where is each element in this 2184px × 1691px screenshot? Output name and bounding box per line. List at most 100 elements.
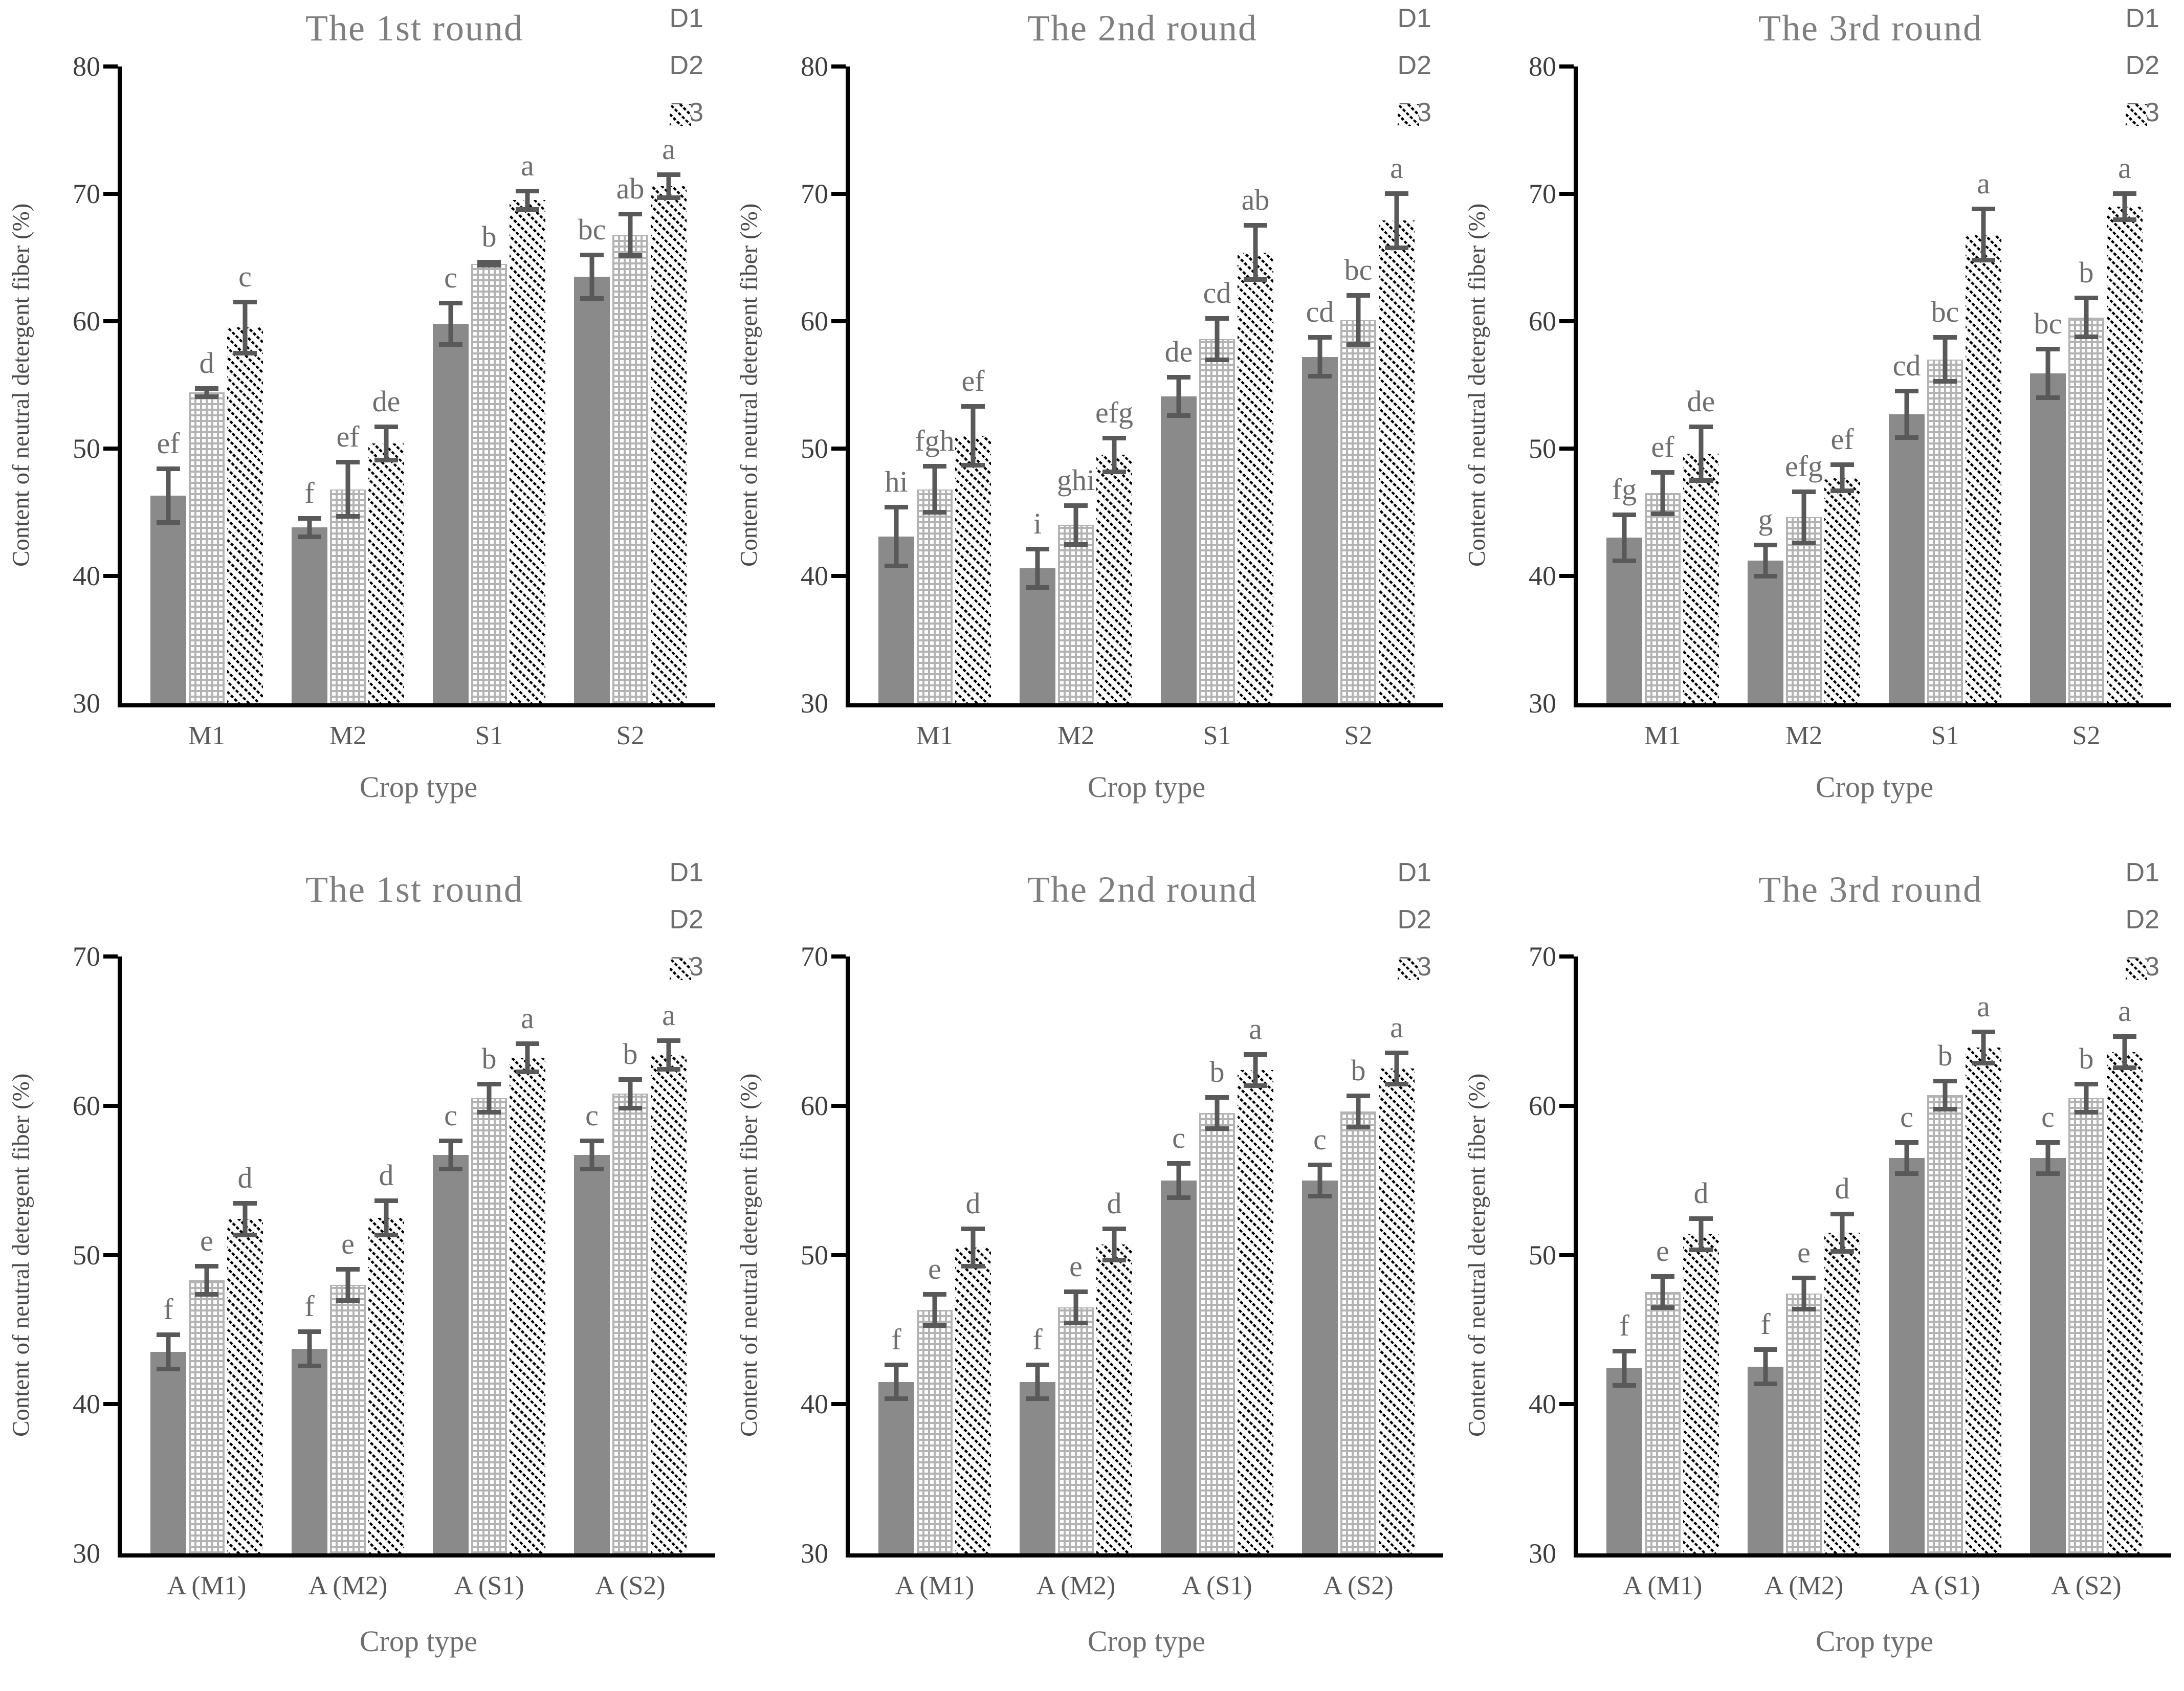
y-tick-mark: [103, 954, 118, 959]
error-bar-cap-top: [2036, 1140, 2060, 1145]
error-bar-line: [345, 1266, 350, 1303]
y-tick-label: 30: [73, 688, 100, 719]
x-tick-label: S1: [475, 721, 503, 750]
bar-slot: d: [1683, 956, 1719, 1553]
error-bar-cap-bottom: [1754, 1382, 1777, 1387]
error-bar-cap-bottom: [2036, 395, 2060, 400]
bar-d3-M2: [368, 443, 404, 703]
legend-item-d1: D1: [2125, 859, 2159, 980]
error-bar-cap-bottom: [2113, 217, 2136, 222]
error-bar-cap-top: [516, 1041, 539, 1047]
y-axis-title: Content of neutral detergent fiber (%): [1464, 1073, 1490, 1437]
error-bar-cap-bottom: [1895, 1171, 1918, 1176]
error-bar-line: [1176, 1161, 1181, 1200]
error-bar-line: [2084, 296, 2089, 339]
y-tick-mark: [1559, 954, 1574, 959]
significance-letter: g: [1758, 503, 1773, 537]
error-bar-cap-bottom: [1933, 1107, 1957, 1112]
error-bar-line: [932, 1292, 937, 1328]
error-bar-cap-top: [157, 1332, 180, 1338]
bar-d3-AM2: [1824, 1232, 1860, 1553]
significance-letter: d: [379, 1158, 394, 1192]
legend-label: D1: [669, 858, 703, 887]
significance-letter: e: [928, 1252, 941, 1286]
error-bar-cap-top: [1613, 512, 1636, 517]
significance-letter: b: [1351, 1054, 1366, 1087]
bar-slot: bc: [574, 66, 610, 703]
error-bar-line: [970, 404, 976, 468]
error-bar-cap-bottom: [195, 394, 218, 399]
bar-slot: i: [1020, 66, 1055, 703]
bar-slot: cd: [1199, 66, 1235, 703]
error-bar-cap-top: [1754, 1347, 1777, 1352]
significance-letter: i: [1033, 506, 1042, 540]
error-bar-cap-top: [1205, 316, 1229, 321]
significance-letter: bc: [1344, 253, 1373, 287]
significance-letter: b: [1937, 1039, 1953, 1073]
error-bar-cap-bottom: [1308, 374, 1332, 379]
category-group-S2: bc ab a S2: [574, 66, 687, 750]
significance-letter: d: [1693, 1176, 1709, 1210]
bar-d2-S1: [1199, 339, 1235, 703]
y-tick-label: 40: [1529, 1389, 1556, 1420]
error-bar-line: [1215, 316, 1220, 362]
error-bar-cap-bottom: [1308, 1193, 1332, 1198]
category-group-M2: f ef de M2: [292, 66, 404, 750]
error-bar-cap-bottom: [1830, 1249, 1854, 1254]
error-bar-line: [1112, 436, 1117, 474]
bar-d3-AS2: [2107, 1052, 2143, 1553]
error-bar-cap-top: [1972, 206, 1995, 211]
y-axis-title: Content of neutral detergent fiber (%): [736, 1073, 762, 1437]
legend: D1 D2 D3: [1397, 5, 1431, 126]
chart-panel-5: The 2nd round Content of neutral detergen…: [728, 829, 1456, 1691]
error-bar-cap-bottom: [961, 463, 985, 468]
error-bar-line: [1660, 470, 1665, 516]
bar-slot: bc: [1927, 66, 1963, 703]
y-tick-mark: [831, 574, 846, 578]
y-tick-label: 40: [801, 1389, 828, 1420]
y-tick-mark: [1559, 192, 1574, 196]
error-bar-line: [384, 424, 389, 463]
error-bar-line: [666, 1038, 671, 1072]
error-bar-line: [448, 1138, 453, 1172]
legend-item-d1: D1: [1397, 859, 1431, 980]
bar-slot: de: [368, 66, 404, 703]
error-bar-cap-top: [1347, 293, 1370, 298]
significance-letter: ef: [336, 420, 360, 454]
error-bar-cap-top: [580, 252, 604, 257]
legend-item-d2: D2: [2125, 905, 2159, 980]
error-bar-cap-bottom: [580, 296, 604, 301]
error-bar-cap-top: [516, 189, 539, 194]
bar-d3-M2: [1824, 478, 1860, 703]
significance-letter: bc: [578, 212, 606, 246]
significance-letter: cd: [1306, 295, 1334, 329]
bar-slot: b: [2068, 956, 2104, 1553]
bar-slot: a: [510, 956, 545, 1553]
category-group-M2: i ghi efg M2: [1020, 66, 1133, 750]
error-bar-cap-top: [1792, 1276, 1816, 1281]
error-bar-cap-top: [1689, 1216, 1713, 1221]
x-tick-label: M2: [1785, 721, 1823, 750]
error-bar-cap-bottom: [1792, 1307, 1816, 1312]
significance-letter: c: [1313, 1122, 1327, 1156]
legend-label: D2: [2125, 905, 2159, 934]
error-bar-line: [166, 466, 171, 525]
significance-letter: b: [2079, 256, 2094, 290]
error-bar-line: [2045, 346, 2050, 400]
error-bar-cap-bottom: [336, 514, 360, 519]
error-bar-cap-top: [1026, 546, 1049, 551]
bar-d3-S2: [2107, 206, 2143, 703]
bar-d2-S1: [1927, 359, 1963, 703]
y-tick-mark: [831, 192, 846, 196]
bar-d2-S2: [1340, 320, 1376, 703]
bar-d1-AM1: [1606, 1368, 1642, 1553]
error-bar-line: [2084, 1082, 2089, 1115]
error-bar-cap-bottom: [1613, 1383, 1636, 1388]
x-tick-label: A (S2): [1323, 1571, 1394, 1600]
error-bar-cap-bottom: [233, 1232, 257, 1237]
error-bar-line: [1622, 1349, 1627, 1388]
error-bar-cap-bottom: [157, 520, 180, 525]
error-bar-cap-top: [195, 386, 218, 391]
